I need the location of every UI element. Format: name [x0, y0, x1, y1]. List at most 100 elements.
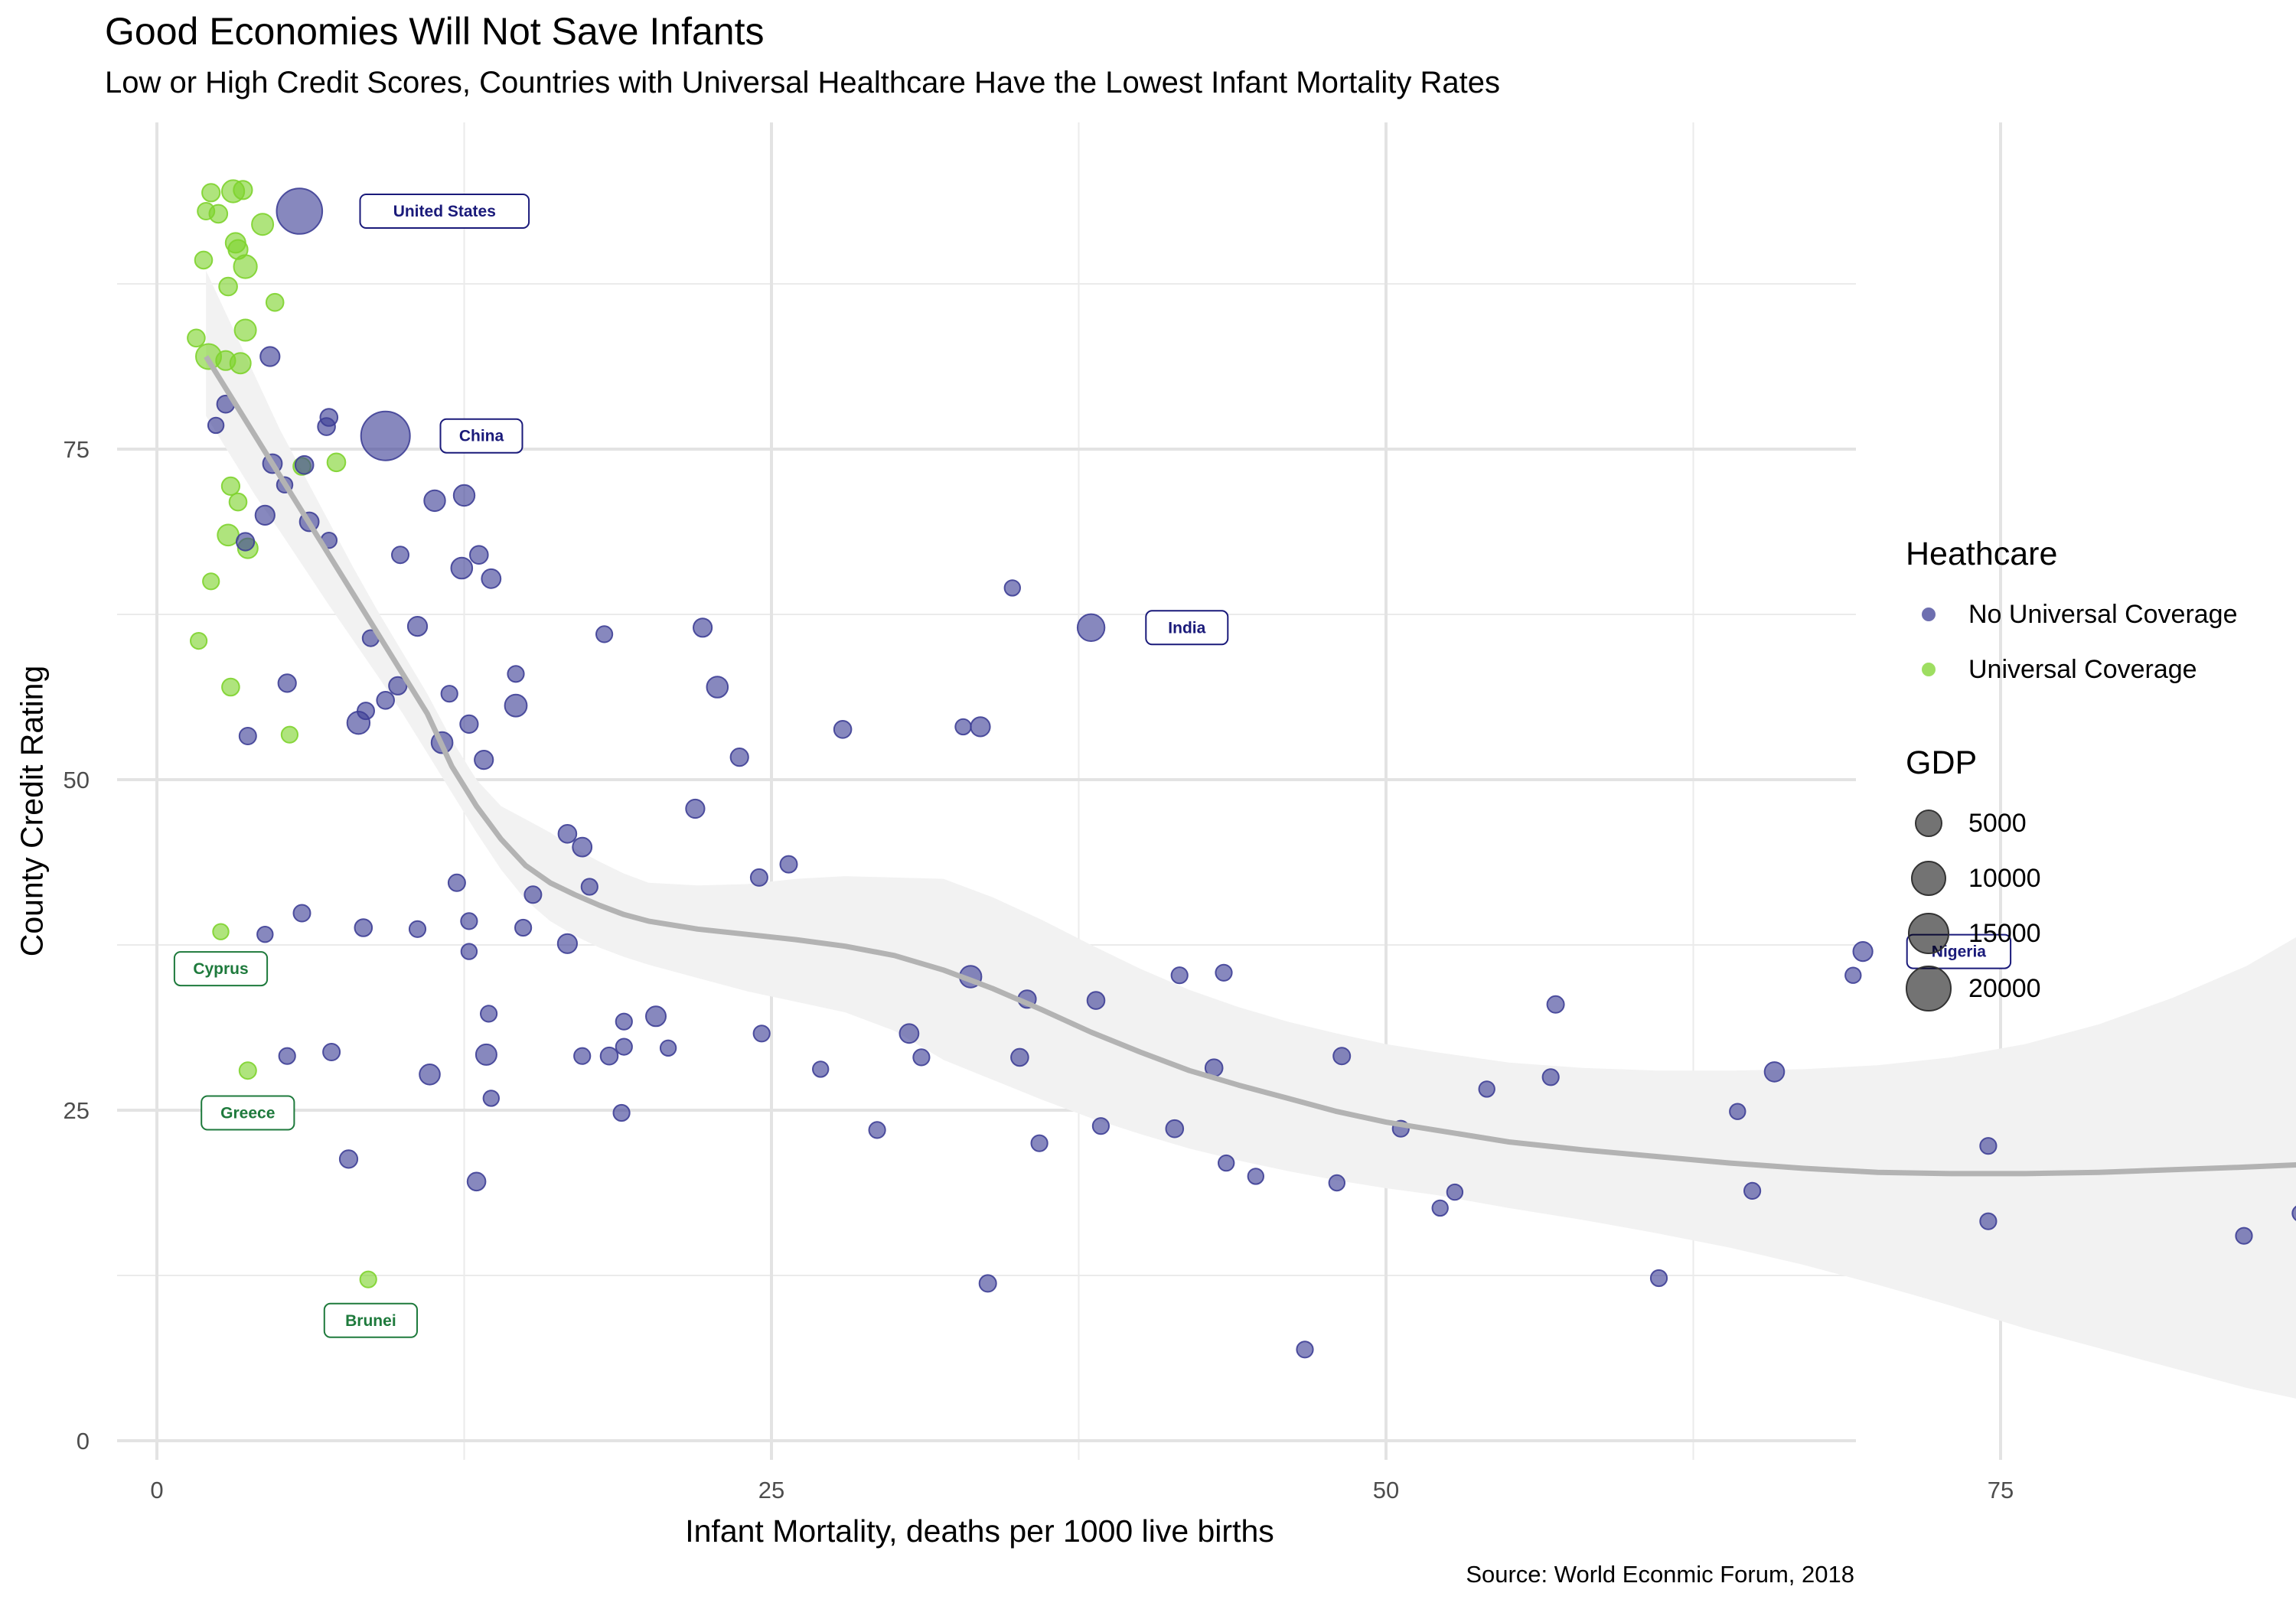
point-no-universal	[466, 1171, 487, 1192]
point-no-universal	[447, 873, 466, 892]
point-universal	[251, 213, 275, 236]
point-no-universal	[440, 685, 458, 703]
point-no-universal	[1743, 1181, 1762, 1200]
legend-label-gdp-20000: 20000	[1968, 973, 2041, 1003]
point-no-universal	[645, 1005, 667, 1028]
point-no-universal	[1332, 1047, 1352, 1066]
point-no-universal	[1431, 1199, 1449, 1217]
point-universal	[233, 254, 258, 279]
label-china: China	[439, 418, 523, 454]
point-no-universal	[254, 504, 276, 526]
point-universal	[218, 276, 238, 297]
point-no-universal	[259, 346, 281, 367]
point-no-universal	[580, 878, 598, 896]
point-no-universal	[338, 1149, 359, 1169]
legend-label-gdp-10000: 10000	[1968, 863, 2041, 893]
point-no-universal	[360, 410, 411, 461]
chart-subtitle: Low or High Credit Scores, Countries wit…	[105, 66, 1501, 99]
point-no-universal	[1541, 1068, 1560, 1086]
point-universal	[233, 180, 253, 200]
point-no-universal	[615, 1038, 633, 1056]
point-universal	[220, 476, 240, 497]
point-universal	[190, 632, 208, 650]
legend-item-gdp-0: 5000	[1906, 796, 2238, 851]
point-no-universal	[482, 1090, 500, 1107]
label-brunei: Brunei	[323, 1302, 418, 1338]
point-no-universal	[419, 1064, 441, 1086]
label-box-china	[439, 418, 523, 454]
point-no-universal	[573, 1047, 592, 1065]
y-tick-label: 0	[77, 1428, 90, 1455]
point-no-universal	[729, 748, 749, 767]
point-no-universal	[236, 532, 256, 552]
point-no-universal	[1218, 1154, 1235, 1172]
point-no-universal	[1729, 1103, 1746, 1120]
point-universal	[233, 318, 257, 342]
point-no-universal	[504, 693, 528, 718]
point-universal	[238, 1061, 257, 1080]
legend: Heathcare No Universal Coverage Universa…	[1906, 536, 2238, 1016]
point-no-universal	[1091, 1117, 1110, 1135]
point-no-universal	[391, 546, 409, 565]
point-universal	[221, 677, 240, 697]
label-text-brunei: Brunei	[345, 1312, 396, 1330]
legend-gdp: GDP 5000 10000 15000 20000	[1906, 744, 2238, 1016]
point-no-universal	[706, 676, 729, 699]
x-axis-label: Infant Mortality, deaths per 1000 live b…	[685, 1513, 1274, 1549]
point-no-universal	[812, 1060, 830, 1078]
y-tick-label: 75	[64, 436, 90, 463]
point-universal	[359, 1270, 377, 1288]
chart-title: Good Economies Will Not Save Infants	[105, 10, 765, 53]
point-no-universal	[595, 625, 614, 643]
point-no-universal	[1086, 991, 1106, 1010]
point-no-universal	[276, 187, 324, 235]
legend-key-gdp-15000	[1908, 913, 1949, 954]
point-no-universal	[752, 1025, 771, 1043]
legend-key-no-universal	[1922, 608, 1936, 621]
point-no-universal	[556, 933, 579, 954]
point-no-universal	[322, 1043, 341, 1061]
point-no-universal	[469, 545, 489, 565]
point-no-universal	[354, 918, 373, 937]
y-axis-label: County Credit Rating	[14, 665, 50, 957]
point-no-universal	[388, 676, 408, 695]
point-no-universal	[978, 1274, 997, 1293]
point-no-universal	[1296, 1341, 1314, 1359]
point-universal	[280, 725, 298, 744]
label-box-greece	[201, 1095, 295, 1131]
point-no-universal	[2235, 1226, 2253, 1245]
point-no-universal	[1328, 1174, 1346, 1192]
point-no-universal	[557, 824, 578, 844]
legend-item-gdp-1: 10000	[1906, 851, 2238, 906]
point-no-universal	[1546, 995, 1565, 1014]
point-no-universal	[693, 617, 713, 638]
confidence-band-area	[206, 270, 2296, 1399]
point-no-universal	[459, 714, 479, 735]
axis-ticks: 0 25 50 75 0 25 50 75	[64, 436, 2014, 1503]
point-no-universal	[833, 720, 853, 739]
point-no-universal	[1649, 1269, 1668, 1288]
point-no-universal	[423, 489, 446, 513]
label-text-greece: Greece	[220, 1105, 275, 1122]
legend-item-gdp-2: 15000	[1906, 906, 2238, 961]
point-no-universal	[514, 918, 533, 937]
x-tick-label: 25	[758, 1477, 784, 1503]
point-no-universal	[408, 920, 427, 938]
label-text-cyprus: Cyprus	[193, 960, 248, 978]
point-universal	[326, 452, 347, 473]
point-no-universal	[317, 417, 336, 436]
point-no-universal	[1979, 1137, 1998, 1155]
point-no-universal	[1170, 966, 1189, 985]
point-no-universal	[954, 718, 972, 736]
point-universal	[265, 292, 285, 312]
label-text-china: China	[459, 428, 504, 445]
smooth-line	[204, 355, 2296, 1177]
legend-item-no-universal: No Universal Coverage	[1906, 587, 2238, 642]
point-no-universal	[475, 1043, 497, 1066]
point-no-universal	[238, 727, 257, 745]
label-united-states: United States	[359, 194, 530, 229]
point-universal	[208, 204, 229, 224]
point-no-universal	[1215, 963, 1233, 982]
point-no-universal	[2291, 1205, 2296, 1221]
point-universal	[187, 328, 206, 348]
